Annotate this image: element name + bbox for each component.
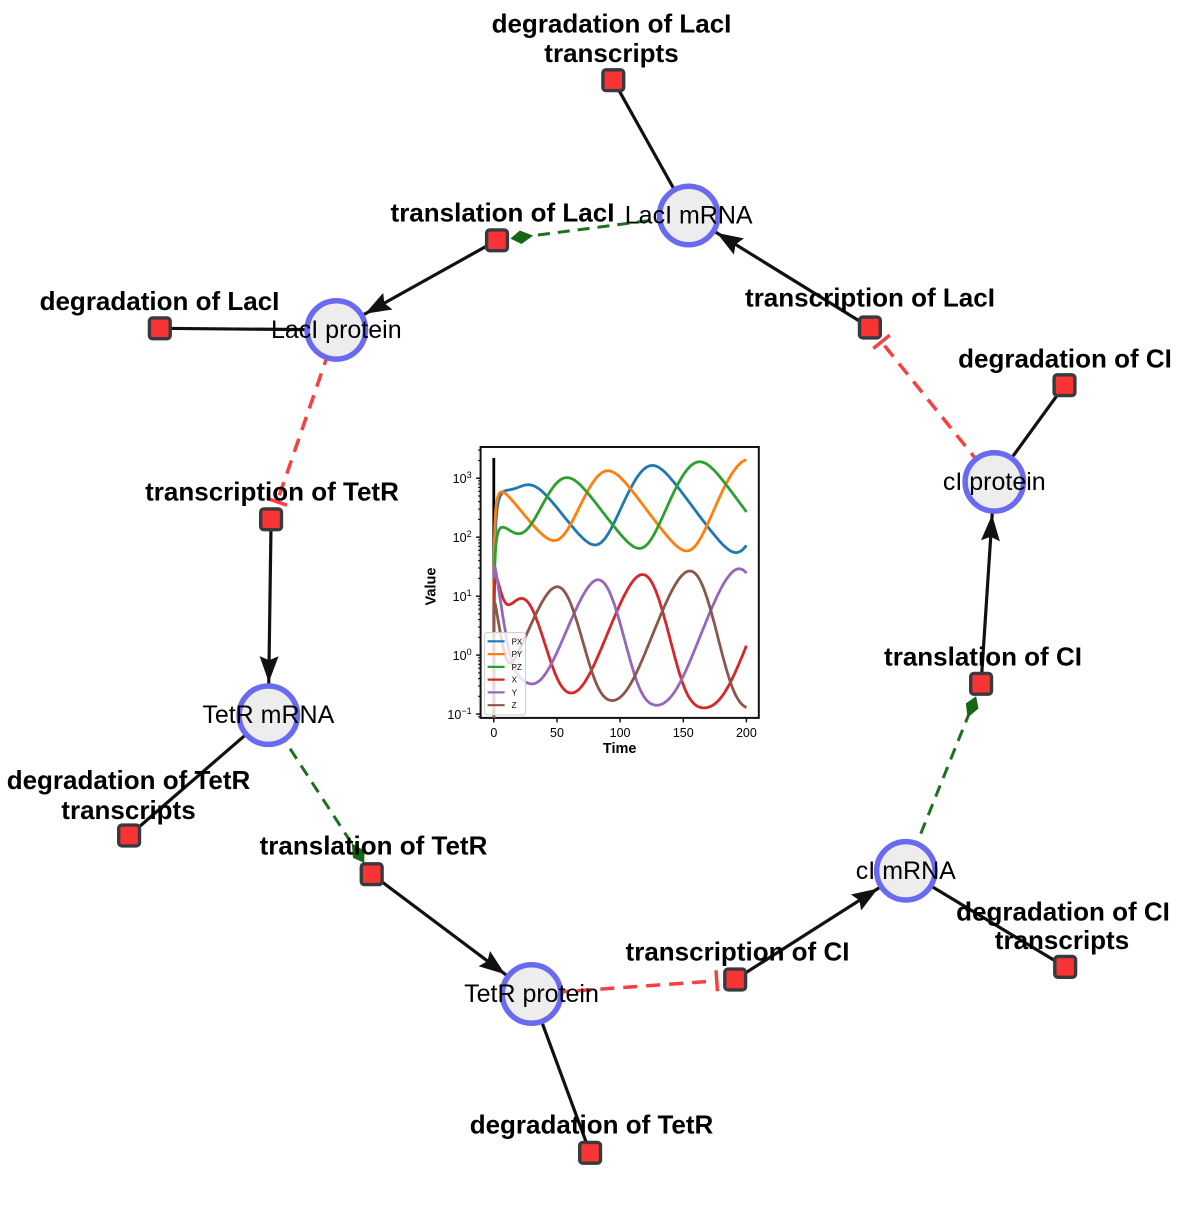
svg-text:TetR mRNA: TetR mRNA xyxy=(202,701,334,729)
svg-text:Time: Time xyxy=(603,741,637,757)
svg-text:degradation of CI: degradation of CI xyxy=(956,896,1170,926)
svg-text:transcripts: transcripts xyxy=(61,795,195,825)
svg-text:degradation of TetR: degradation of TetR xyxy=(470,1110,714,1140)
svg-text:150: 150 xyxy=(673,726,694,740)
svg-text:transcripts: transcripts xyxy=(995,925,1129,955)
svg-text:transcription of TetR: transcription of TetR xyxy=(145,477,399,507)
svg-text:50: 50 xyxy=(550,726,564,740)
svg-text:cI protein: cI protein xyxy=(943,468,1046,496)
svg-text:cI mRNA: cI mRNA xyxy=(856,857,956,885)
svg-text:0: 0 xyxy=(490,726,497,740)
svg-text:PZ: PZ xyxy=(512,663,522,672)
svg-text:PY: PY xyxy=(512,650,523,659)
svg-text:transcripts: transcripts xyxy=(544,38,678,68)
svg-text:LacI protein: LacI protein xyxy=(271,316,402,344)
svg-text:X: X xyxy=(512,676,518,685)
svg-text:degradation of LacI: degradation of LacI xyxy=(492,9,732,39)
svg-text:LacI mRNA: LacI mRNA xyxy=(625,202,753,230)
svg-text:translation of TetR: translation of TetR xyxy=(260,831,488,861)
svg-text:200: 200 xyxy=(736,726,757,740)
svg-text:translation of CI: translation of CI xyxy=(884,642,1082,672)
svg-text:100: 100 xyxy=(610,726,631,740)
svg-text:Z: Z xyxy=(512,701,517,710)
svg-text:degradation of TetR: degradation of TetR xyxy=(7,765,251,795)
svg-text:translation of LacI: translation of LacI xyxy=(391,198,615,228)
svg-text:transcription of LacI: transcription of LacI xyxy=(745,283,995,313)
svg-text:TetR protein: TetR protein xyxy=(464,980,599,1008)
svg-text:Y: Y xyxy=(512,688,518,697)
svg-text:degradation of CI: degradation of CI xyxy=(958,344,1172,374)
svg-text:Value: Value xyxy=(424,568,440,606)
svg-text:transcription of CI: transcription of CI xyxy=(626,937,850,967)
svg-text:degradation of LacI: degradation of LacI xyxy=(40,286,280,316)
svg-text:PX: PX xyxy=(512,637,523,646)
